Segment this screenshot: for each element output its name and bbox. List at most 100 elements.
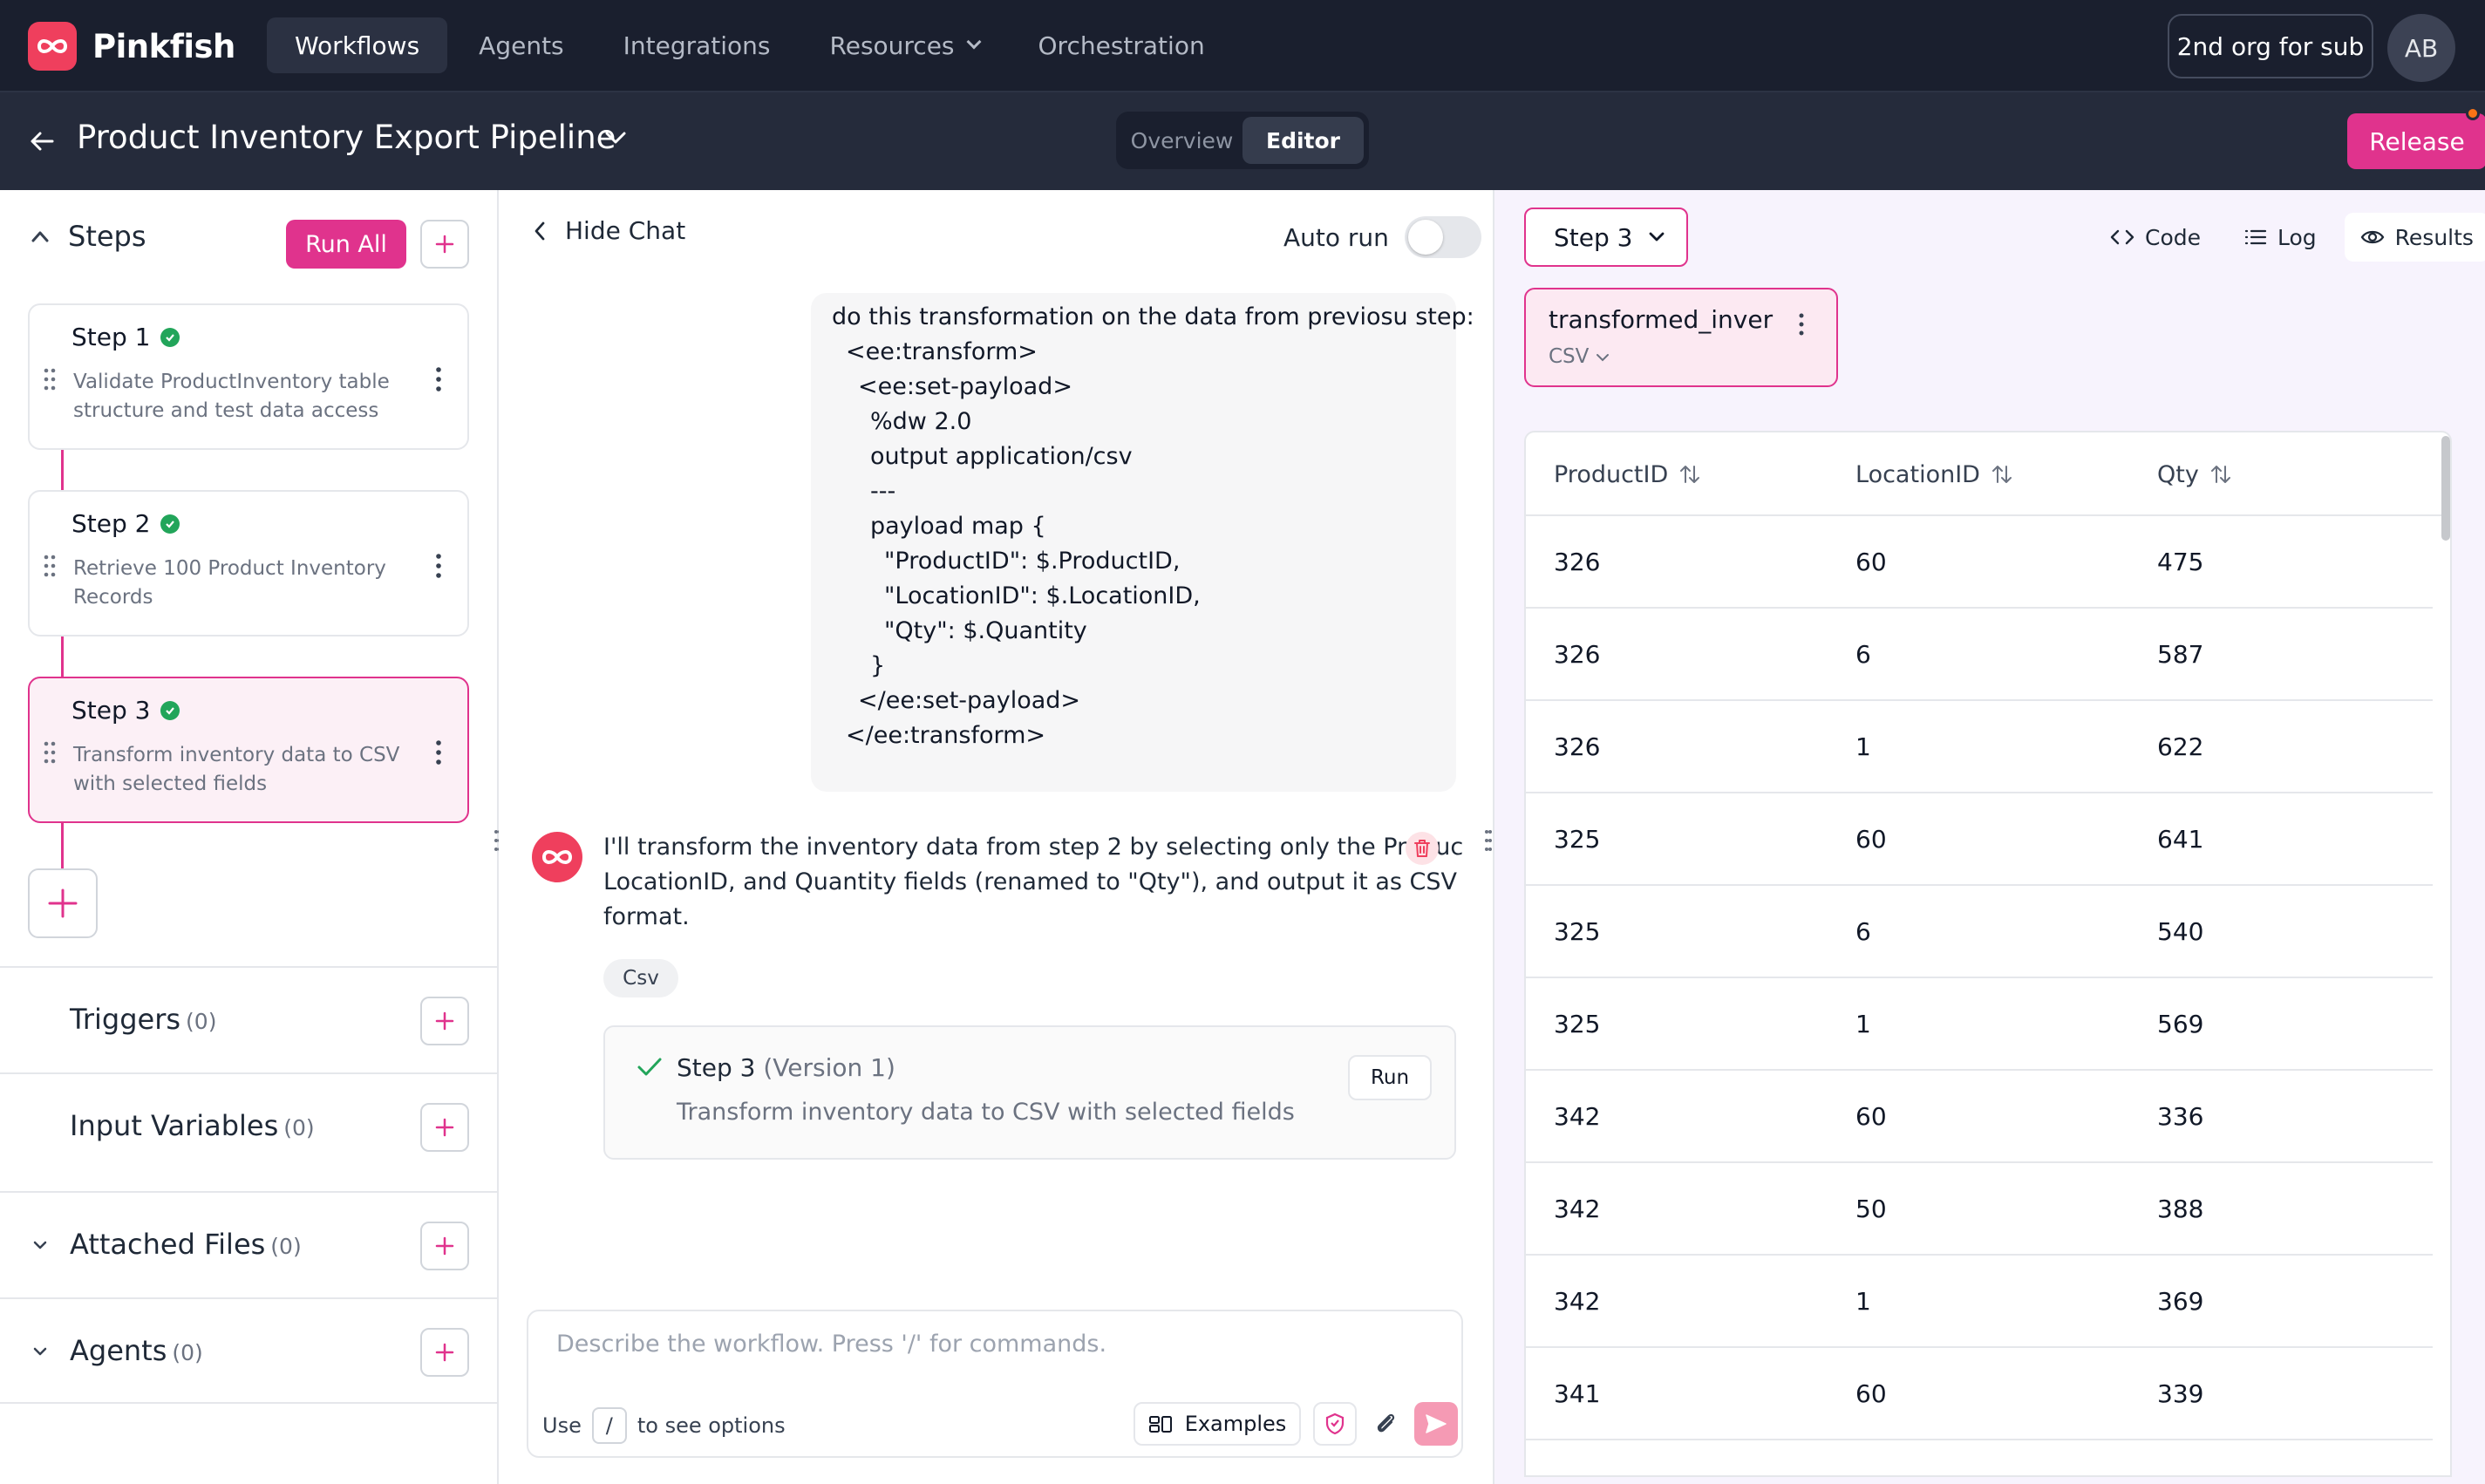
section-label: Agents (0) bbox=[70, 1334, 203, 1367]
cell-locationid: 1 bbox=[1855, 732, 1871, 761]
drag-handle-icon[interactable] bbox=[44, 741, 56, 764]
table-row: 326 6 587 bbox=[1526, 609, 2433, 701]
cell-qty: 339 bbox=[2157, 1378, 2204, 1408]
output-file-card[interactable]: transformed_inver CSV bbox=[1524, 288, 1838, 387]
cell-qty: 388 bbox=[2157, 1194, 2204, 1223]
chevron-down-icon[interactable] bbox=[33, 1344, 47, 1358]
run-step-button[interactable]: Run bbox=[1348, 1055, 1432, 1100]
org-switcher-button[interactable]: 2nd org for sub bbox=[2168, 14, 2373, 78]
auto-run-toggle[interactable] bbox=[1404, 216, 1481, 258]
delete-message-button[interactable] bbox=[1406, 832, 1439, 865]
section-triggers[interactable]: Triggers (0) bbox=[0, 966, 499, 1072]
column-header-productid[interactable]: ProductID bbox=[1554, 432, 1701, 516]
shield-button[interactable] bbox=[1313, 1402, 1357, 1446]
chevron-down-icon[interactable] bbox=[602, 124, 630, 152]
tab-code[interactable]: Code bbox=[2094, 213, 2216, 262]
section-label: Attached Files (0) bbox=[70, 1228, 302, 1261]
drag-handle-icon[interactable] bbox=[44, 555, 56, 577]
plus-icon bbox=[435, 1118, 454, 1137]
table-row: 325 60 641 bbox=[1526, 793, 2433, 886]
message-line: output application/csv bbox=[870, 443, 1133, 470]
section-agents[interactable]: Agents (0) bbox=[0, 1297, 499, 1404]
nav-orchestration[interactable]: Orchestration bbox=[1011, 17, 1233, 73]
tab-overview-label: Overview bbox=[1130, 127, 1234, 153]
add-attached-file-button[interactable] bbox=[420, 1222, 469, 1270]
examples-icon bbox=[1148, 1416, 1172, 1433]
more-vertical-icon[interactable] bbox=[434, 739, 443, 766]
message-line: --- bbox=[870, 478, 896, 505]
check-icon bbox=[637, 1058, 662, 1076]
assistant-message-line: LocationID, and Quantity fields (renamed… bbox=[603, 868, 1457, 895]
check-circle-icon bbox=[160, 327, 180, 347]
release-label: Release bbox=[2369, 126, 2465, 156]
table-scrollbar[interactable] bbox=[2441, 436, 2450, 541]
send-button[interactable] bbox=[1414, 1402, 1458, 1446]
nav-integrations[interactable]: Integrations bbox=[596, 17, 799, 73]
release-button[interactable]: Release bbox=[2347, 113, 2485, 169]
column-header-locationid[interactable]: LocationID bbox=[1855, 432, 2013, 516]
cell-productid: 326 bbox=[1554, 547, 1601, 576]
step-2-desc-line2: Records bbox=[73, 586, 153, 609]
file-type-dropdown[interactable]: CSV bbox=[1549, 345, 1610, 368]
cell-qty: 622 bbox=[2157, 732, 2204, 761]
user-avatar[interactable]: AB bbox=[2387, 14, 2455, 82]
cell-productid: 341 bbox=[1554, 1378, 1601, 1408]
results-panel: Step 3 Code Log Results transformed_inve… bbox=[1493, 190, 2485, 1484]
message-line: </ee:set-payload> bbox=[858, 687, 1081, 714]
drag-handle-icon[interactable] bbox=[44, 368, 56, 391]
add-agent-button[interactable] bbox=[420, 1328, 469, 1377]
step-card-1[interactable]: Step 1 Validate ProductInventory table st… bbox=[28, 303, 469, 450]
more-vertical-icon[interactable] bbox=[1798, 312, 1805, 337]
nav-agents[interactable]: Agents bbox=[451, 17, 591, 73]
message-line: } bbox=[870, 652, 886, 679]
shield-icon bbox=[1325, 1413, 1345, 1435]
cell-qty: 336 bbox=[2157, 1101, 2204, 1131]
step-connector bbox=[61, 450, 64, 490]
run-all-button[interactable]: Run All bbox=[286, 220, 406, 269]
sort-icon bbox=[1991, 466, 2012, 483]
chat-input-placeholder[interactable]: Describe the workflow. Press '/' for com… bbox=[556, 1331, 1107, 1358]
back-arrow-icon[interactable] bbox=[24, 124, 59, 159]
examples-button[interactable]: Examples bbox=[1134, 1402, 1301, 1446]
tab-results-label: Results bbox=[2394, 224, 2474, 250]
section-attached-files[interactable]: Attached Files (0) bbox=[0, 1191, 499, 1297]
step-description: Transform inventory data to CSV with sele… bbox=[73, 741, 405, 799]
column-header-qty[interactable]: Qty bbox=[2157, 432, 2232, 516]
section-input-variables[interactable]: Input Variables (0) bbox=[0, 1072, 499, 1191]
add-step-button[interactable] bbox=[420, 220, 469, 269]
tab-editor-label: Editor bbox=[1266, 127, 1340, 153]
tab-overview[interactable]: Overview bbox=[1121, 117, 1242, 164]
step-selector-dropdown[interactable]: Step 3 bbox=[1524, 208, 1688, 267]
tab-results[interactable]: Results bbox=[2344, 213, 2485, 262]
tab-log[interactable]: Log bbox=[2229, 213, 2332, 262]
app-logo[interactable]: Pinkfish bbox=[28, 22, 235, 71]
tab-editor[interactable]: Editor bbox=[1242, 117, 1364, 164]
nav-resources[interactable]: Resources bbox=[802, 17, 1007, 73]
more-vertical-icon[interactable] bbox=[434, 366, 443, 392]
chevron-down-icon[interactable] bbox=[33, 1238, 47, 1252]
step-description: Retrieve 100 Product Inventory Records bbox=[73, 555, 405, 612]
attach-file-button[interactable] bbox=[1365, 1404, 1406, 1444]
resize-handle-icon[interactable] bbox=[1484, 828, 1493, 853]
nav-agents-label: Agents bbox=[479, 31, 564, 60]
step-description: Validate ProductInventory table structure… bbox=[73, 368, 405, 425]
chat-input-box[interactable]: Describe the workflow. Press '/' for com… bbox=[527, 1310, 1463, 1458]
step-name: Step 1 bbox=[71, 323, 180, 351]
add-trigger-button[interactable] bbox=[420, 997, 469, 1045]
table-row: 326 60 475 bbox=[1526, 516, 2433, 609]
nav-workflows[interactable]: Workflows bbox=[267, 17, 448, 73]
table-header: ProductID LocationID Qty bbox=[1526, 432, 2450, 516]
more-vertical-icon[interactable] bbox=[434, 553, 443, 579]
steps-header[interactable]: Steps bbox=[31, 220, 146, 253]
org-label: 2nd org for sub bbox=[2176, 31, 2365, 61]
hide-chat-button[interactable]: Hide Chat bbox=[534, 216, 685, 245]
step-card-2[interactable]: Step 2 Retrieve 100 Product Inventory Rec… bbox=[28, 490, 469, 636]
section-label: Input Variables (0) bbox=[70, 1109, 315, 1142]
plus-icon bbox=[435, 1343, 454, 1362]
chevron-up-icon[interactable] bbox=[31, 230, 49, 242]
step-card-3[interactable]: Step 3 Transform inventory data to CSV wi… bbox=[28, 677, 469, 823]
add-input-variable-button[interactable] bbox=[420, 1103, 469, 1152]
add-new-step-button[interactable] bbox=[28, 868, 98, 938]
command-hint: Use / to see options bbox=[542, 1407, 786, 1444]
cell-locationid: 1 bbox=[1855, 1009, 1871, 1038]
